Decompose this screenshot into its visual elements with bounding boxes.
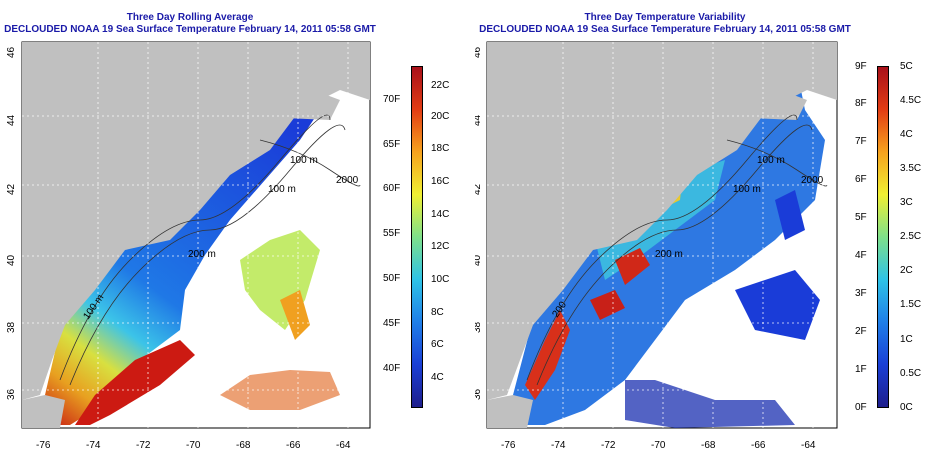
y-tick-label: 44 (475, 114, 483, 126)
sst-average-panel: Three Day Rolling Average DECLOUDED NOAA… (4, 12, 450, 451)
fahrenheit-label: 60F (383, 183, 401, 194)
panel-subtitle: DECLOUDED NOAA 19 Sea Surface Temperatur… (479, 24, 851, 35)
x-tick-label: -76 (501, 440, 516, 451)
y-tick-label: 44 (6, 114, 17, 126)
y-tick-label: 42 (6, 183, 17, 195)
celsius-label: 1.5C (900, 299, 922, 310)
y-tick-label: 46 (475, 46, 483, 58)
panel-subtitle: DECLOUDED NOAA 19 Sea Surface Temperatur… (4, 24, 376, 35)
celsius-label: 3C (900, 197, 913, 208)
fahrenheit-label: 0F (855, 402, 867, 413)
y-tick-label: 42 (475, 183, 483, 195)
celsius-label: 22C (431, 80, 450, 91)
depth-label: 200 m (188, 249, 216, 260)
fahrenheit-label: 55F (383, 228, 401, 239)
celsius-label: 6C (431, 339, 444, 350)
celsius-label: 20C (431, 111, 450, 122)
fahrenheit-label: 65F (383, 139, 401, 150)
depth-label: 2000 (801, 175, 824, 186)
celsius-label: 16C (431, 176, 450, 187)
fahrenheit-label: 5F (855, 212, 867, 223)
panel-title: Three Day Temperature Variability (584, 12, 746, 23)
fahrenheit-label: 3F (855, 288, 867, 299)
y-tick-label: 36 (475, 388, 483, 400)
depth-label: 2000 (336, 175, 359, 186)
sst-variability-map: 100 m 100 m 2000 200 m 200 -76 -74 -72 -… (475, 41, 838, 451)
colorbar (411, 66, 423, 408)
x-tick-label: -64 (336, 440, 351, 451)
fahrenheit-label: 45F (383, 318, 401, 329)
panel-title: Three Day Rolling Average (126, 12, 254, 23)
depth-label: 100 m (757, 155, 785, 166)
celsius-label: 0C (900, 402, 913, 413)
x-tick-label: -72 (601, 440, 616, 451)
celsius-label: 4.5C (900, 95, 922, 106)
x-tick-label: -72 (136, 440, 151, 451)
x-axis: -76 -74 -72 -70 -68 -66 -64 (36, 440, 351, 451)
celsius-label: 8C (431, 307, 444, 318)
x-tick-label: -74 (86, 440, 101, 451)
fahrenheit-label: 1F (855, 364, 867, 375)
celsius-label: 4C (431, 372, 444, 383)
celsius-label: 14C (431, 209, 450, 220)
y-tick-label: 36 (6, 388, 17, 400)
y-tick-label: 38 (6, 321, 17, 333)
fahrenheit-label: 9F (855, 61, 867, 72)
depth-label: 200 m (655, 249, 683, 260)
fahrenheit-label: 2F (855, 326, 867, 337)
depth-label: 100 m (290, 155, 318, 166)
depth-label: 100 m (733, 184, 761, 195)
celsius-label: 1C (900, 334, 913, 345)
fahrenheit-label: 70F (383, 94, 401, 105)
x-tick-label: -68 (701, 440, 716, 451)
celsius-label: 2.5C (900, 231, 922, 242)
sst-average-map: 100 m 100 m 2000 200 m 100 m -76 -74 -72… (6, 41, 371, 451)
y-tick-label: 40 (6, 254, 17, 266)
celsius-label: 5C (900, 61, 913, 72)
fahrenheit-label: 8F (855, 98, 867, 109)
y-axis: 36 38 40 42 44 46 (6, 46, 17, 400)
y-tick-label: 40 (475, 254, 483, 266)
celsius-label: 0.5C (900, 368, 922, 379)
colorbar (877, 66, 889, 408)
sst-variability-panel: Three Day Temperature Variability DECLOU… (475, 0, 950, 475)
fahrenheit-label: 4F (855, 250, 867, 261)
celsius-label: 12C (431, 241, 450, 252)
x-tick-label: -64 (801, 440, 816, 451)
y-axis: 36 38 40 42 44 46 (475, 46, 483, 400)
x-tick-label: -66 (751, 440, 766, 451)
celsius-label: 3.5C (900, 163, 922, 174)
x-tick-label: -68 (236, 440, 251, 451)
x-tick-label: -70 (651, 440, 666, 451)
y-tick-label: 46 (6, 46, 17, 58)
fahrenheit-label: 6F (855, 174, 867, 185)
x-tick-label: -76 (36, 440, 51, 451)
fahrenheit-label: 50F (383, 273, 401, 284)
x-tick-label: -66 (286, 440, 301, 451)
x-tick-label: -74 (551, 440, 566, 451)
x-axis: -76 -74 -72 -70 -68 -66 -64 (501, 440, 816, 451)
fahrenheit-label: 40F (383, 363, 401, 374)
depth-label: 100 m (268, 184, 296, 195)
celsius-label: 4C (900, 129, 913, 140)
celsius-label: 2C (900, 265, 913, 276)
celsius-label: 18C (431, 143, 450, 154)
y-tick-label: 38 (475, 321, 483, 333)
x-tick-label: -70 (186, 440, 201, 451)
fahrenheit-label: 7F (855, 136, 867, 147)
celsius-label: 10C (431, 274, 450, 285)
